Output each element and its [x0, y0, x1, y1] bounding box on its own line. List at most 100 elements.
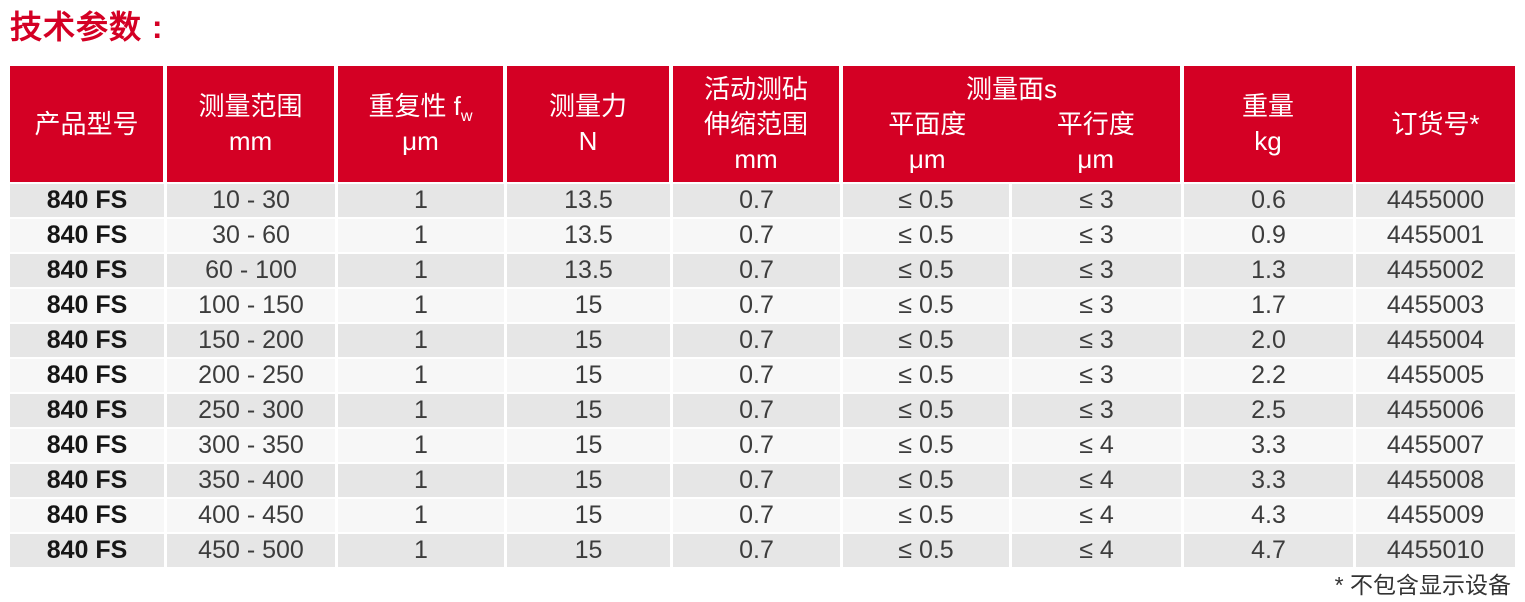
cell-model: 840 FS — [10, 462, 167, 497]
col-header-flatness: 平面度 μm — [843, 107, 1012, 177]
cell-travel: 0.7 — [673, 392, 843, 427]
cell-order-number: 4455005 — [1356, 357, 1515, 392]
header-unit: N — [578, 126, 598, 156]
header-label: 重复性 fw — [368, 91, 473, 126]
cell-model: 840 FS — [10, 287, 167, 322]
cell-force: 15 — [507, 322, 673, 357]
cell-order-number: 4455007 — [1356, 427, 1515, 462]
cell-force: 15 — [507, 532, 673, 567]
cell-weight: 3.3 — [1184, 462, 1356, 497]
header-label: 活动测砧 — [703, 73, 808, 104]
cell-weight: 2.0 — [1184, 322, 1356, 357]
table-row: 840 FS 350 - 400 1 15 0.7 ≤ 0.5 ≤ 4 3.3 … — [10, 462, 1515, 497]
cell-force: 15 — [507, 357, 673, 392]
cell-range: 250 - 300 — [167, 392, 338, 427]
table-row: 840 FS 30 - 60 1 13.5 0.7 ≤ 0.5 ≤ 3 0.9 … — [10, 217, 1515, 252]
cell-flatness: ≤ 0.5 — [843, 287, 1012, 322]
header-label: 产品型号 — [34, 108, 139, 139]
cell-force: 13.5 — [507, 252, 673, 287]
col-header-measuring-force: 测量力 N — [507, 66, 673, 182]
cell-parallelism: ≤ 3 — [1012, 217, 1184, 252]
cell-model: 840 FS — [10, 497, 167, 532]
cell-weight: 1.3 — [1184, 252, 1356, 287]
repeatability-subscript: w — [460, 107, 473, 126]
cell-parallelism: ≤ 4 — [1012, 427, 1184, 462]
col-header-repeatability: 重复性 fw μm — [338, 66, 507, 182]
cell-model: 840 FS — [10, 252, 167, 287]
cell-order-number: 4455003 — [1356, 287, 1515, 322]
cell-parallelism: ≤ 4 — [1012, 532, 1184, 567]
header-unit: mm — [734, 143, 778, 174]
cell-travel: 0.7 — [673, 462, 843, 497]
cell-travel: 0.7 — [673, 427, 843, 462]
cell-weight: 3.3 — [1184, 427, 1356, 462]
table-row: 840 FS 150 - 200 1 15 0.7 ≤ 0.5 ≤ 3 2.0 … — [10, 322, 1515, 357]
col-header-measuring-faces: 测量面s 平面度 μm 平行度 μm — [843, 66, 1184, 182]
cell-parallelism: ≤ 3 — [1012, 252, 1184, 287]
table-body: 840 FS 10 - 30 1 13.5 0.7 ≤ 0.5 ≤ 3 0.6 … — [10, 182, 1515, 567]
col-header-order-no: 订货号* — [1356, 66, 1515, 182]
cell-weight: 2.2 — [1184, 357, 1356, 392]
table-row: 840 FS 10 - 30 1 13.5 0.7 ≤ 0.5 ≤ 3 0.6 … — [10, 182, 1515, 217]
cell-flatness: ≤ 0.5 — [843, 532, 1012, 567]
cell-flatness: ≤ 0.5 — [843, 252, 1012, 287]
cell-travel: 0.7 — [673, 497, 843, 532]
cell-range: 300 - 350 — [167, 427, 338, 462]
cell-travel: 0.7 — [673, 532, 843, 567]
header-label: 测量力 — [548, 91, 627, 121]
table-row: 840 FS 100 - 150 1 15 0.7 ≤ 0.5 ≤ 3 1.7 … — [10, 287, 1515, 322]
table-row: 840 FS 60 - 100 1 13.5 0.7 ≤ 0.5 ≤ 3 1.3… — [10, 252, 1515, 287]
cell-travel: 0.7 — [673, 287, 843, 322]
cell-flatness: ≤ 0.5 — [843, 427, 1012, 462]
cell-order-number: 4455009 — [1356, 497, 1515, 532]
cell-model: 840 FS — [10, 427, 167, 462]
cell-repeatability: 1 — [338, 182, 507, 217]
cell-range: 400 - 450 — [167, 497, 338, 532]
cell-parallelism: ≤ 3 — [1012, 322, 1184, 357]
header-label: 订货号* — [1391, 108, 1480, 139]
cell-repeatability: 1 — [338, 322, 507, 357]
header-label: 伸缩范围 — [703, 108, 808, 139]
table-row: 840 FS 300 - 350 1 15 0.7 ≤ 0.5 ≤ 4 3.3 … — [10, 427, 1515, 462]
header-unit: μm — [1077, 143, 1115, 174]
header-unit: μm — [402, 126, 439, 156]
col-header-measuring-range: 测量范围 mm — [167, 66, 338, 182]
cell-model: 840 FS — [10, 182, 167, 217]
cell-parallelism: ≤ 3 — [1012, 357, 1184, 392]
cell-range: 10 - 30 — [167, 182, 338, 217]
cell-flatness: ≤ 0.5 — [843, 217, 1012, 252]
cell-parallelism: ≤ 4 — [1012, 497, 1184, 532]
cell-flatness: ≤ 0.5 — [843, 357, 1012, 392]
table-row: 840 FS 250 - 300 1 15 0.7 ≤ 0.5 ≤ 3 2.5 … — [10, 392, 1515, 427]
cell-range: 100 - 150 — [167, 287, 338, 322]
cell-order-number: 4455004 — [1356, 322, 1515, 357]
table-row: 840 FS 400 - 450 1 15 0.7 ≤ 0.5 ≤ 4 4.3 … — [10, 497, 1515, 532]
cell-repeatability: 1 — [338, 287, 507, 322]
cell-order-number: 4455002 — [1356, 252, 1515, 287]
cell-repeatability: 1 — [338, 217, 507, 252]
cell-travel: 0.7 — [673, 322, 843, 357]
cell-flatness: ≤ 0.5 — [843, 462, 1012, 497]
cell-force: 15 — [507, 427, 673, 462]
cell-parallelism: ≤ 3 — [1012, 392, 1184, 427]
header-label: 平行度 — [1056, 108, 1135, 139]
cell-order-number: 4455001 — [1356, 217, 1515, 252]
cell-parallelism: ≤ 3 — [1012, 287, 1184, 322]
header-label: 测量范围 — [198, 91, 303, 121]
table-row: 840 FS 450 - 500 1 15 0.7 ≤ 0.5 ≤ 4 4.7 … — [10, 532, 1515, 567]
cell-range: 450 - 500 — [167, 532, 338, 567]
cell-order-number: 4455000 — [1356, 182, 1515, 217]
cell-weight: 4.3 — [1184, 497, 1356, 532]
cell-force: 13.5 — [507, 182, 673, 217]
cell-repeatability: 1 — [338, 462, 507, 497]
header-unit: kg — [1254, 126, 1282, 156]
cell-model: 840 FS — [10, 392, 167, 427]
cell-flatness: ≤ 0.5 — [843, 392, 1012, 427]
cell-parallelism: ≤ 3 — [1012, 182, 1184, 217]
cell-repeatability: 1 — [338, 497, 507, 532]
cell-travel: 0.7 — [673, 357, 843, 392]
cell-flatness: ≤ 0.5 — [843, 497, 1012, 532]
cell-weight: 2.5 — [1184, 392, 1356, 427]
cell-force: 13.5 — [507, 217, 673, 252]
cell-range: 350 - 400 — [167, 462, 338, 497]
